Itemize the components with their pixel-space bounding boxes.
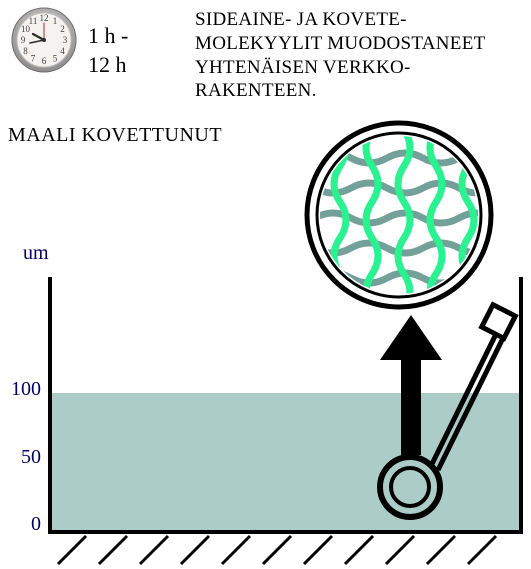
ground-hatching: [58, 536, 496, 564]
diagram-svg: [0, 0, 531, 569]
paint-fill: [50, 393, 521, 530]
magnifier-lens: [307, 123, 495, 310]
